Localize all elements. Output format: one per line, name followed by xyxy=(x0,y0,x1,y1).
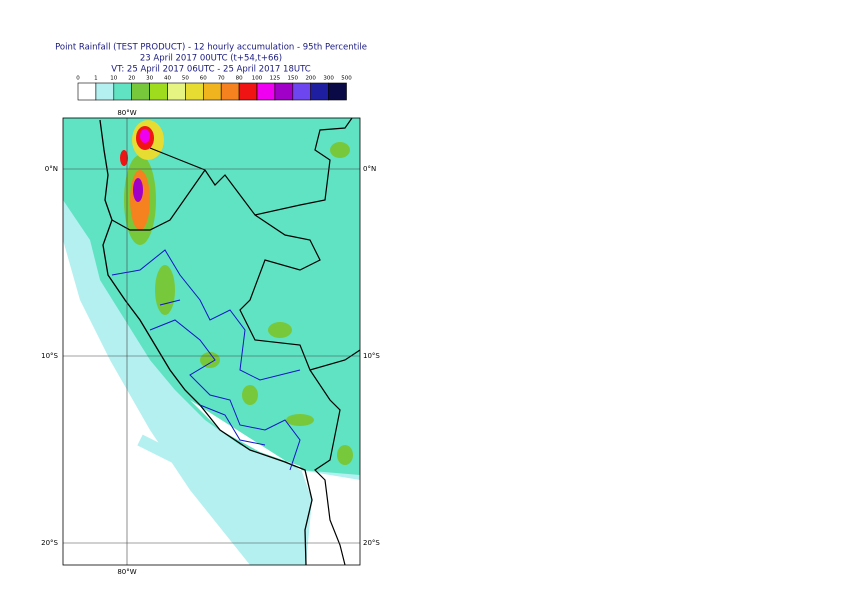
country-borders xyxy=(111,118,360,565)
legend-tick-label: 500 xyxy=(341,76,352,82)
subtitle: 23 April 2017 00UTC (t+54,t+66) xyxy=(140,54,282,64)
title: Point Rainfall (TEST PRODUCT) - 12 hourl… xyxy=(55,43,367,53)
legend-tick-label: 10 xyxy=(110,76,117,82)
lon-label: 80°W xyxy=(117,109,136,117)
legend-tick-label: 50 xyxy=(182,76,189,82)
light-rain xyxy=(137,434,302,497)
legend-swatch xyxy=(95,82,115,101)
legend-tick-label: 300 xyxy=(323,76,334,82)
legend-swatch xyxy=(238,82,258,101)
legend-swatch xyxy=(274,82,294,101)
validity: VT: 25 April 2017 06UTC - 25 April 2017 … xyxy=(111,65,310,75)
legend-tick-label: 150 xyxy=(288,76,299,82)
legend-swatch xyxy=(292,82,311,101)
legend-tick-label: 0 xyxy=(76,76,80,82)
legend-tick-label: 70 xyxy=(218,76,225,82)
legend-tick-label: 200 xyxy=(305,76,316,82)
lat-label: 20°S xyxy=(41,539,58,547)
legend-swatch xyxy=(328,82,347,101)
legend-tick-label: 100 xyxy=(252,76,263,82)
legend-tick-label: 30 xyxy=(146,76,153,82)
legend-swatch xyxy=(256,82,276,101)
legend-swatch xyxy=(203,82,222,101)
lon-label: 80°W xyxy=(117,568,136,576)
legend-swatch xyxy=(185,82,204,101)
legend-tick-label: 40 xyxy=(164,76,171,82)
legend-swatch xyxy=(77,82,97,101)
dry-land xyxy=(190,400,360,565)
coastline xyxy=(99,119,313,565)
map-frame xyxy=(62,117,361,566)
legend-tick-label: 1 xyxy=(94,76,98,82)
lat-label: 10°S xyxy=(363,352,380,360)
legend-swatch xyxy=(220,82,240,101)
legend-swatch xyxy=(149,82,168,101)
lat-label: 0°N xyxy=(45,165,58,173)
region-borders xyxy=(111,249,301,471)
lat-label: 10°S xyxy=(41,352,58,360)
rain-blobs xyxy=(120,120,353,465)
legend-swatch xyxy=(131,82,150,101)
legend: 0 1 10 20 30 40 50 60 70 80 100 125 150 200 300 500 xyxy=(76,76,352,101)
map xyxy=(63,118,360,565)
legend-swatch xyxy=(113,82,133,101)
legend-swatch xyxy=(310,82,329,101)
legend-tick-label: 125 xyxy=(270,76,281,82)
legend-tick-label: 60 xyxy=(200,76,207,82)
dry-sea xyxy=(63,240,250,565)
legend-swatch xyxy=(167,82,186,101)
legend-tick-label: 80 xyxy=(236,76,243,82)
legend-tick-label: 20 xyxy=(128,76,135,82)
lat-label: 20°S xyxy=(363,539,380,547)
lat-label: 0°N xyxy=(363,165,376,173)
